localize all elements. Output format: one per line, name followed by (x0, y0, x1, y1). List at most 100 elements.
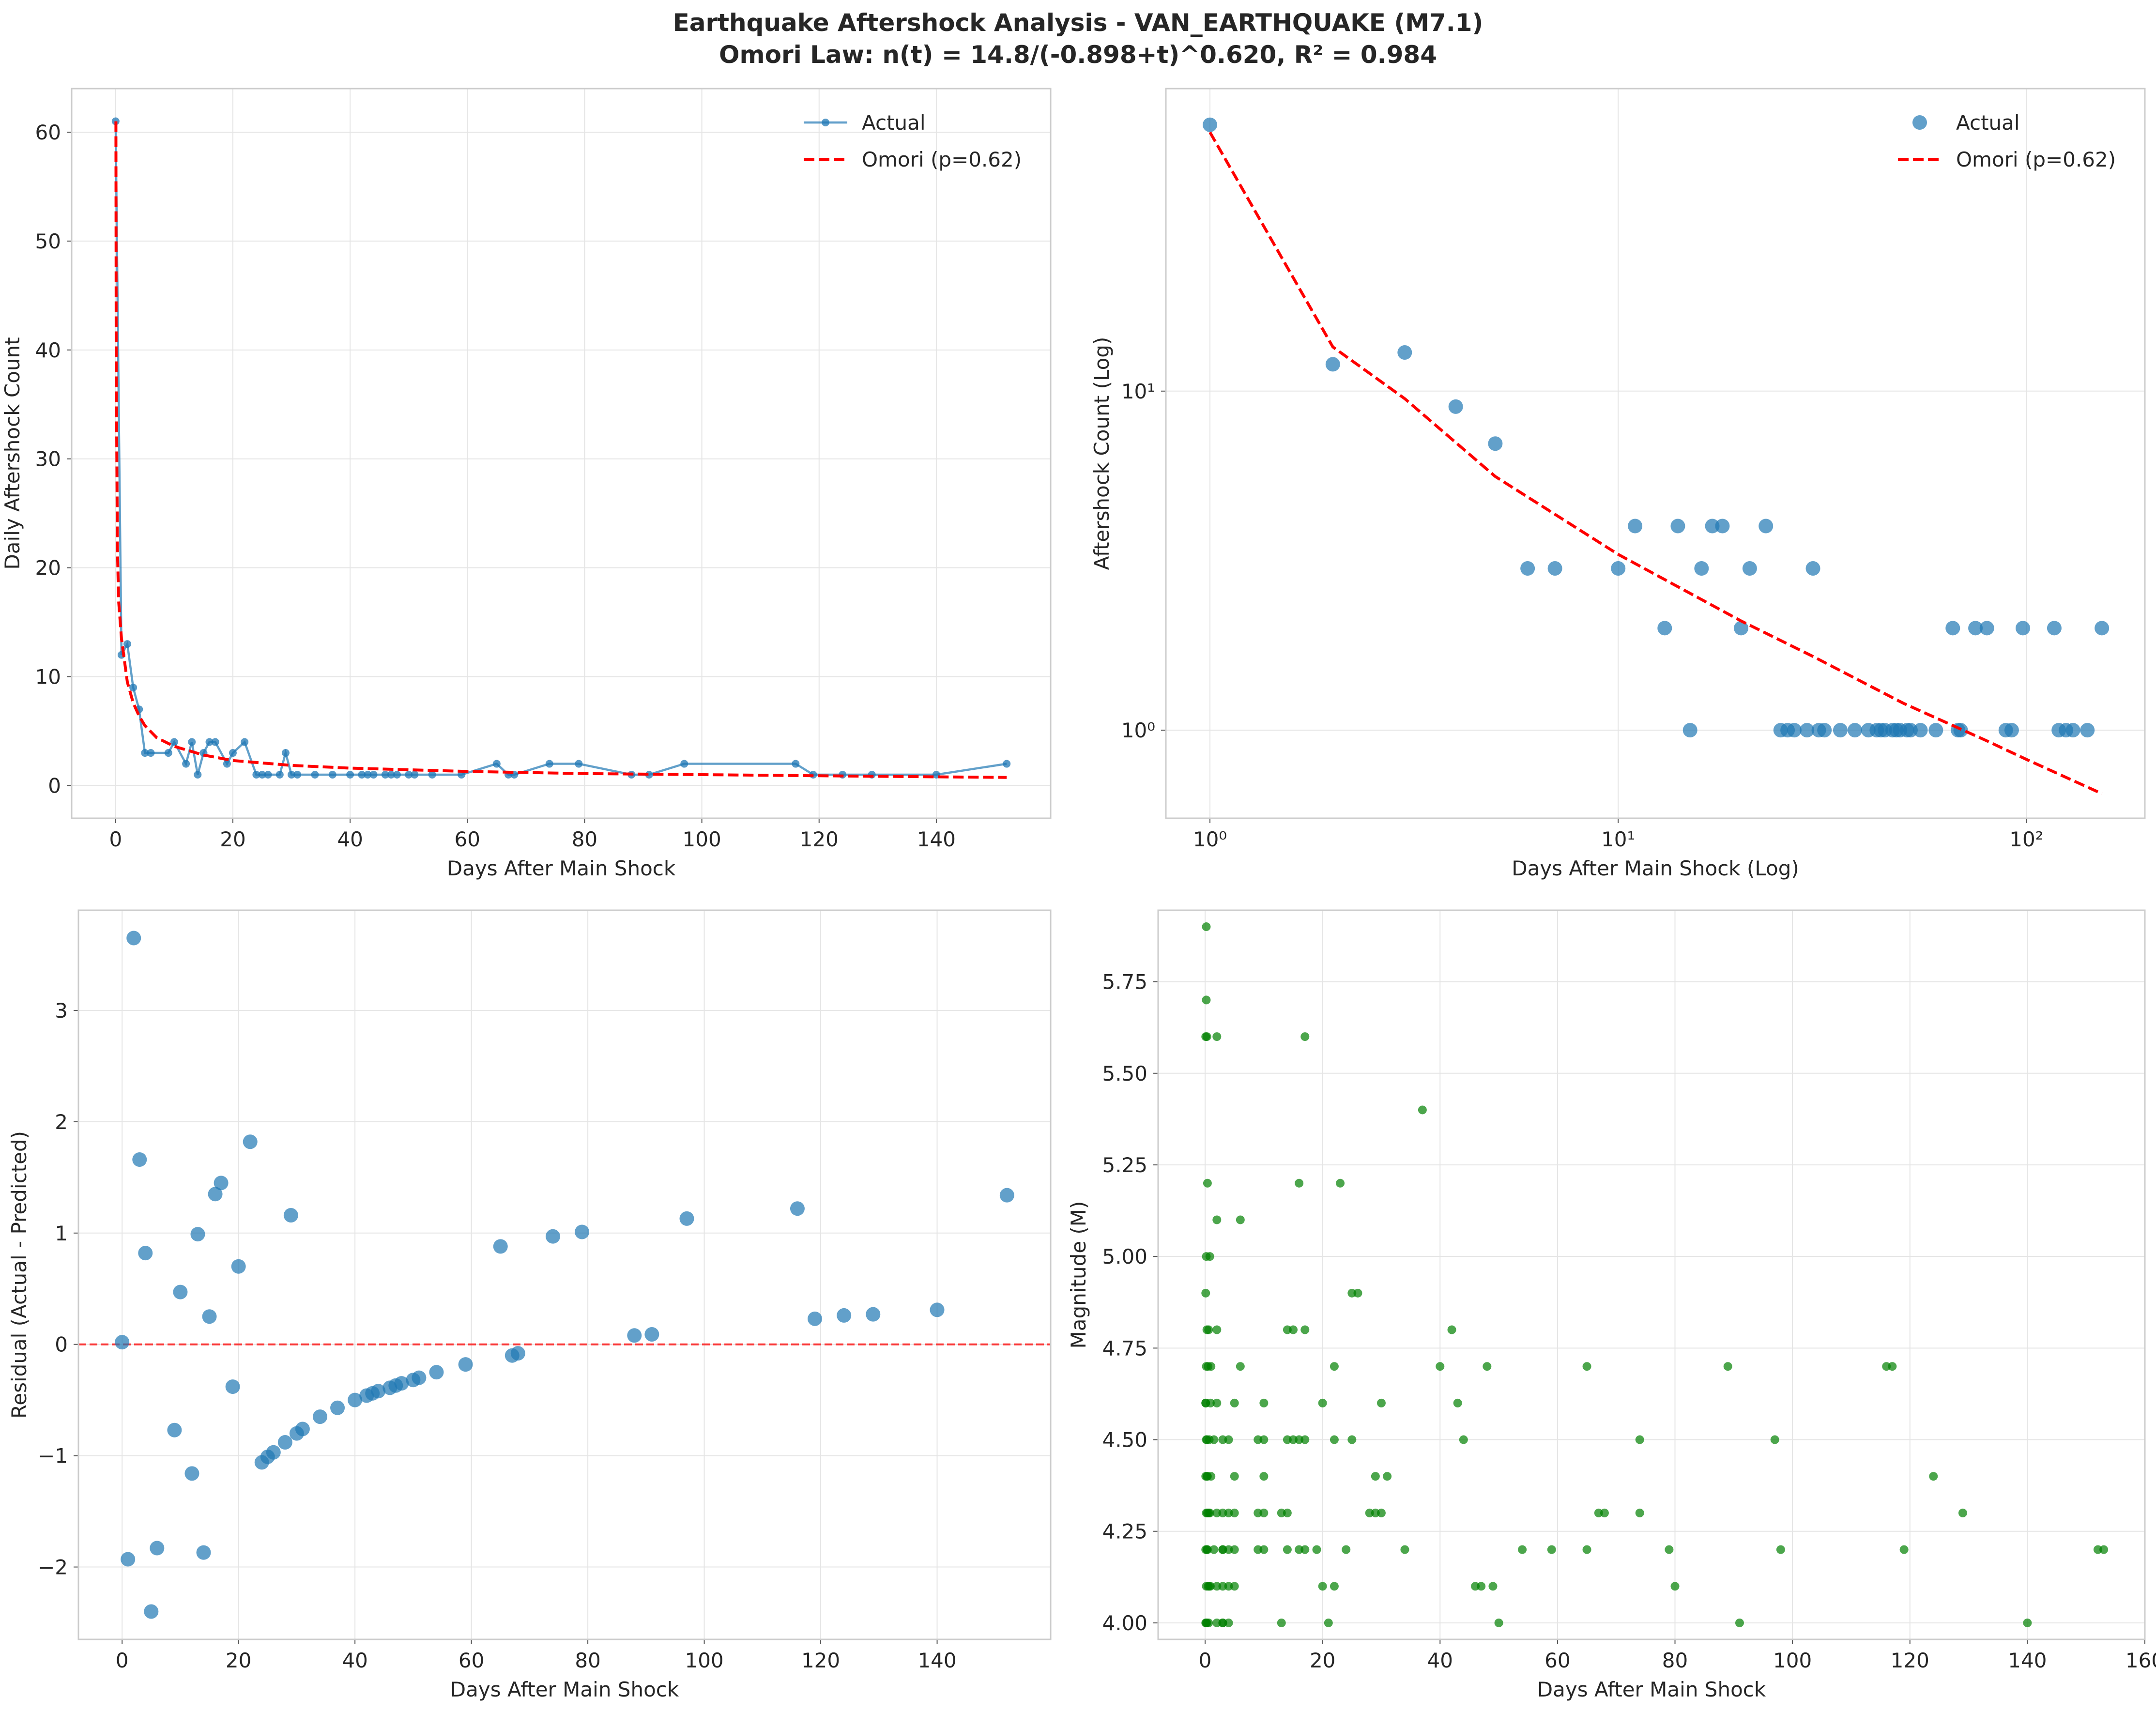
data-point (679, 1211, 694, 1226)
magnitude-point (1670, 1582, 1680, 1591)
data-point (458, 1357, 473, 1372)
data-point (1694, 561, 1709, 576)
data-point (364, 771, 372, 779)
axes-frame (1157, 909, 2146, 1640)
data-point (412, 1370, 427, 1385)
x-axis-label: Days After Main Shock (Log) (1512, 856, 1799, 880)
data-point (1742, 561, 1757, 576)
panel-3: 0 20 40 60 80 100 120 140 −2 −1 0 1 2 3 Days After Mai… (7, 909, 1052, 1701)
magnitude-point (1207, 1472, 1216, 1481)
series-2 (114, 121, 1007, 779)
data-point (492, 760, 501, 768)
x-tick-label: 120 (801, 1649, 840, 1672)
magnitude-point (1723, 1362, 1732, 1371)
magnitude-point (1436, 1362, 1445, 1371)
data-point (275, 771, 284, 779)
magnitude-point (1212, 1032, 1222, 1041)
data-point (644, 1327, 659, 1342)
magnitude-point (1259, 1545, 1269, 1554)
magnitude-point (1318, 1398, 1327, 1407)
magnitude-point (1547, 1545, 1556, 1554)
y-tick-label: 10⁰ (1121, 718, 1155, 742)
panel-1: 0 20 40 60 80 100 120 140 0 10 20 30 40 50 60 Days Afte… (0, 88, 1052, 880)
data-point (173, 1284, 188, 1299)
data-point (264, 771, 272, 779)
x-tick-label: 80 (572, 827, 597, 851)
data-point (266, 1445, 281, 1460)
plot-area (78, 910, 1051, 1639)
y-tick-label: 5.00 (1102, 1245, 1147, 1269)
legend-label: Actual (1956, 111, 2020, 135)
data-point (132, 1152, 147, 1167)
magnitude-point (1324, 1618, 1333, 1627)
magnitude-point (1459, 1435, 1468, 1444)
data-point (1657, 621, 1672, 636)
data-point (229, 749, 237, 757)
data-point (1928, 723, 1943, 738)
data-point (2004, 723, 2019, 738)
x-tick-label: 10² (2009, 827, 2043, 851)
data-point (147, 749, 155, 757)
data-point (575, 1224, 590, 1239)
legend-label: Omori (p=0.62) (1956, 148, 2116, 171)
data-point (293, 771, 302, 779)
data-point (930, 1302, 945, 1317)
data-point (1800, 723, 1815, 738)
y-axis-label: Daily Aftershock Count (0, 337, 24, 569)
magnitude-point (1899, 1545, 1909, 1554)
magnitude-point (1635, 1435, 1644, 1444)
x-tick-label: 100 (1773, 1649, 1812, 1672)
data-point (188, 738, 196, 746)
axes-frame (1165, 88, 2146, 819)
magnitude-point (1600, 1508, 1609, 1517)
magnitude-point (1212, 1325, 1222, 1334)
magnitude-point (1259, 1398, 1269, 1407)
data-point (121, 1552, 136, 1567)
magnitude-point (1447, 1325, 1456, 1334)
magnitude-point (1929, 1472, 1938, 1481)
figure-subtitle: Omori Law: n(t) = 14.8/(-0.898+t)^0.620,… (719, 41, 1437, 69)
data-point (1734, 621, 1749, 636)
data-point (288, 771, 296, 779)
data-point (115, 1335, 130, 1350)
data-point (167, 1422, 182, 1437)
magnitude-point (1770, 1435, 1779, 1444)
data-point (387, 771, 395, 779)
data-point (348, 1392, 363, 1407)
x-tick-label: 60 (455, 827, 480, 851)
data-point (428, 771, 436, 779)
data-point (202, 1309, 217, 1324)
y-tick-label: 20 (35, 556, 61, 580)
x-tick-label: 80 (1662, 1649, 1688, 1672)
magnitude-point (1665, 1545, 1674, 1554)
data-point (405, 771, 413, 779)
data-point (1833, 723, 1848, 738)
data-point (1979, 621, 1994, 636)
y-tick-label: 10¹ (1121, 380, 1155, 403)
magnitude-point (1312, 1545, 1321, 1554)
legend: Actual Omori (p=0.62) (1898, 111, 2116, 171)
magnitude-point (1202, 922, 1211, 932)
data-point (1758, 519, 1774, 534)
magnitude-point (1224, 1618, 1233, 1627)
magnitude-point (1201, 1288, 1210, 1298)
data-point (241, 738, 249, 746)
x-tick-label: 20 (220, 827, 245, 851)
y-tick-label: 0 (48, 774, 61, 798)
magnitude-point (1300, 1435, 1310, 1444)
data-point (2065, 723, 2080, 738)
x-tick-label: 100 (683, 827, 721, 851)
magnitude-point (1203, 1178, 1212, 1188)
magnitude-point (1477, 1582, 1486, 1591)
magnitude-point (1212, 1398, 1222, 1407)
data-point (346, 771, 354, 779)
y-tick-label: 4.50 (1102, 1428, 1147, 1452)
x-axis-label: Days After Main Shock (447, 856, 676, 880)
magnitude-point (1383, 1472, 1392, 1481)
y-tick-label: 10 (35, 665, 61, 689)
legend-label: Actual (862, 111, 926, 135)
omori-fit-line (1208, 131, 2103, 795)
data-point (231, 1259, 246, 1274)
data-point (545, 1229, 560, 1244)
